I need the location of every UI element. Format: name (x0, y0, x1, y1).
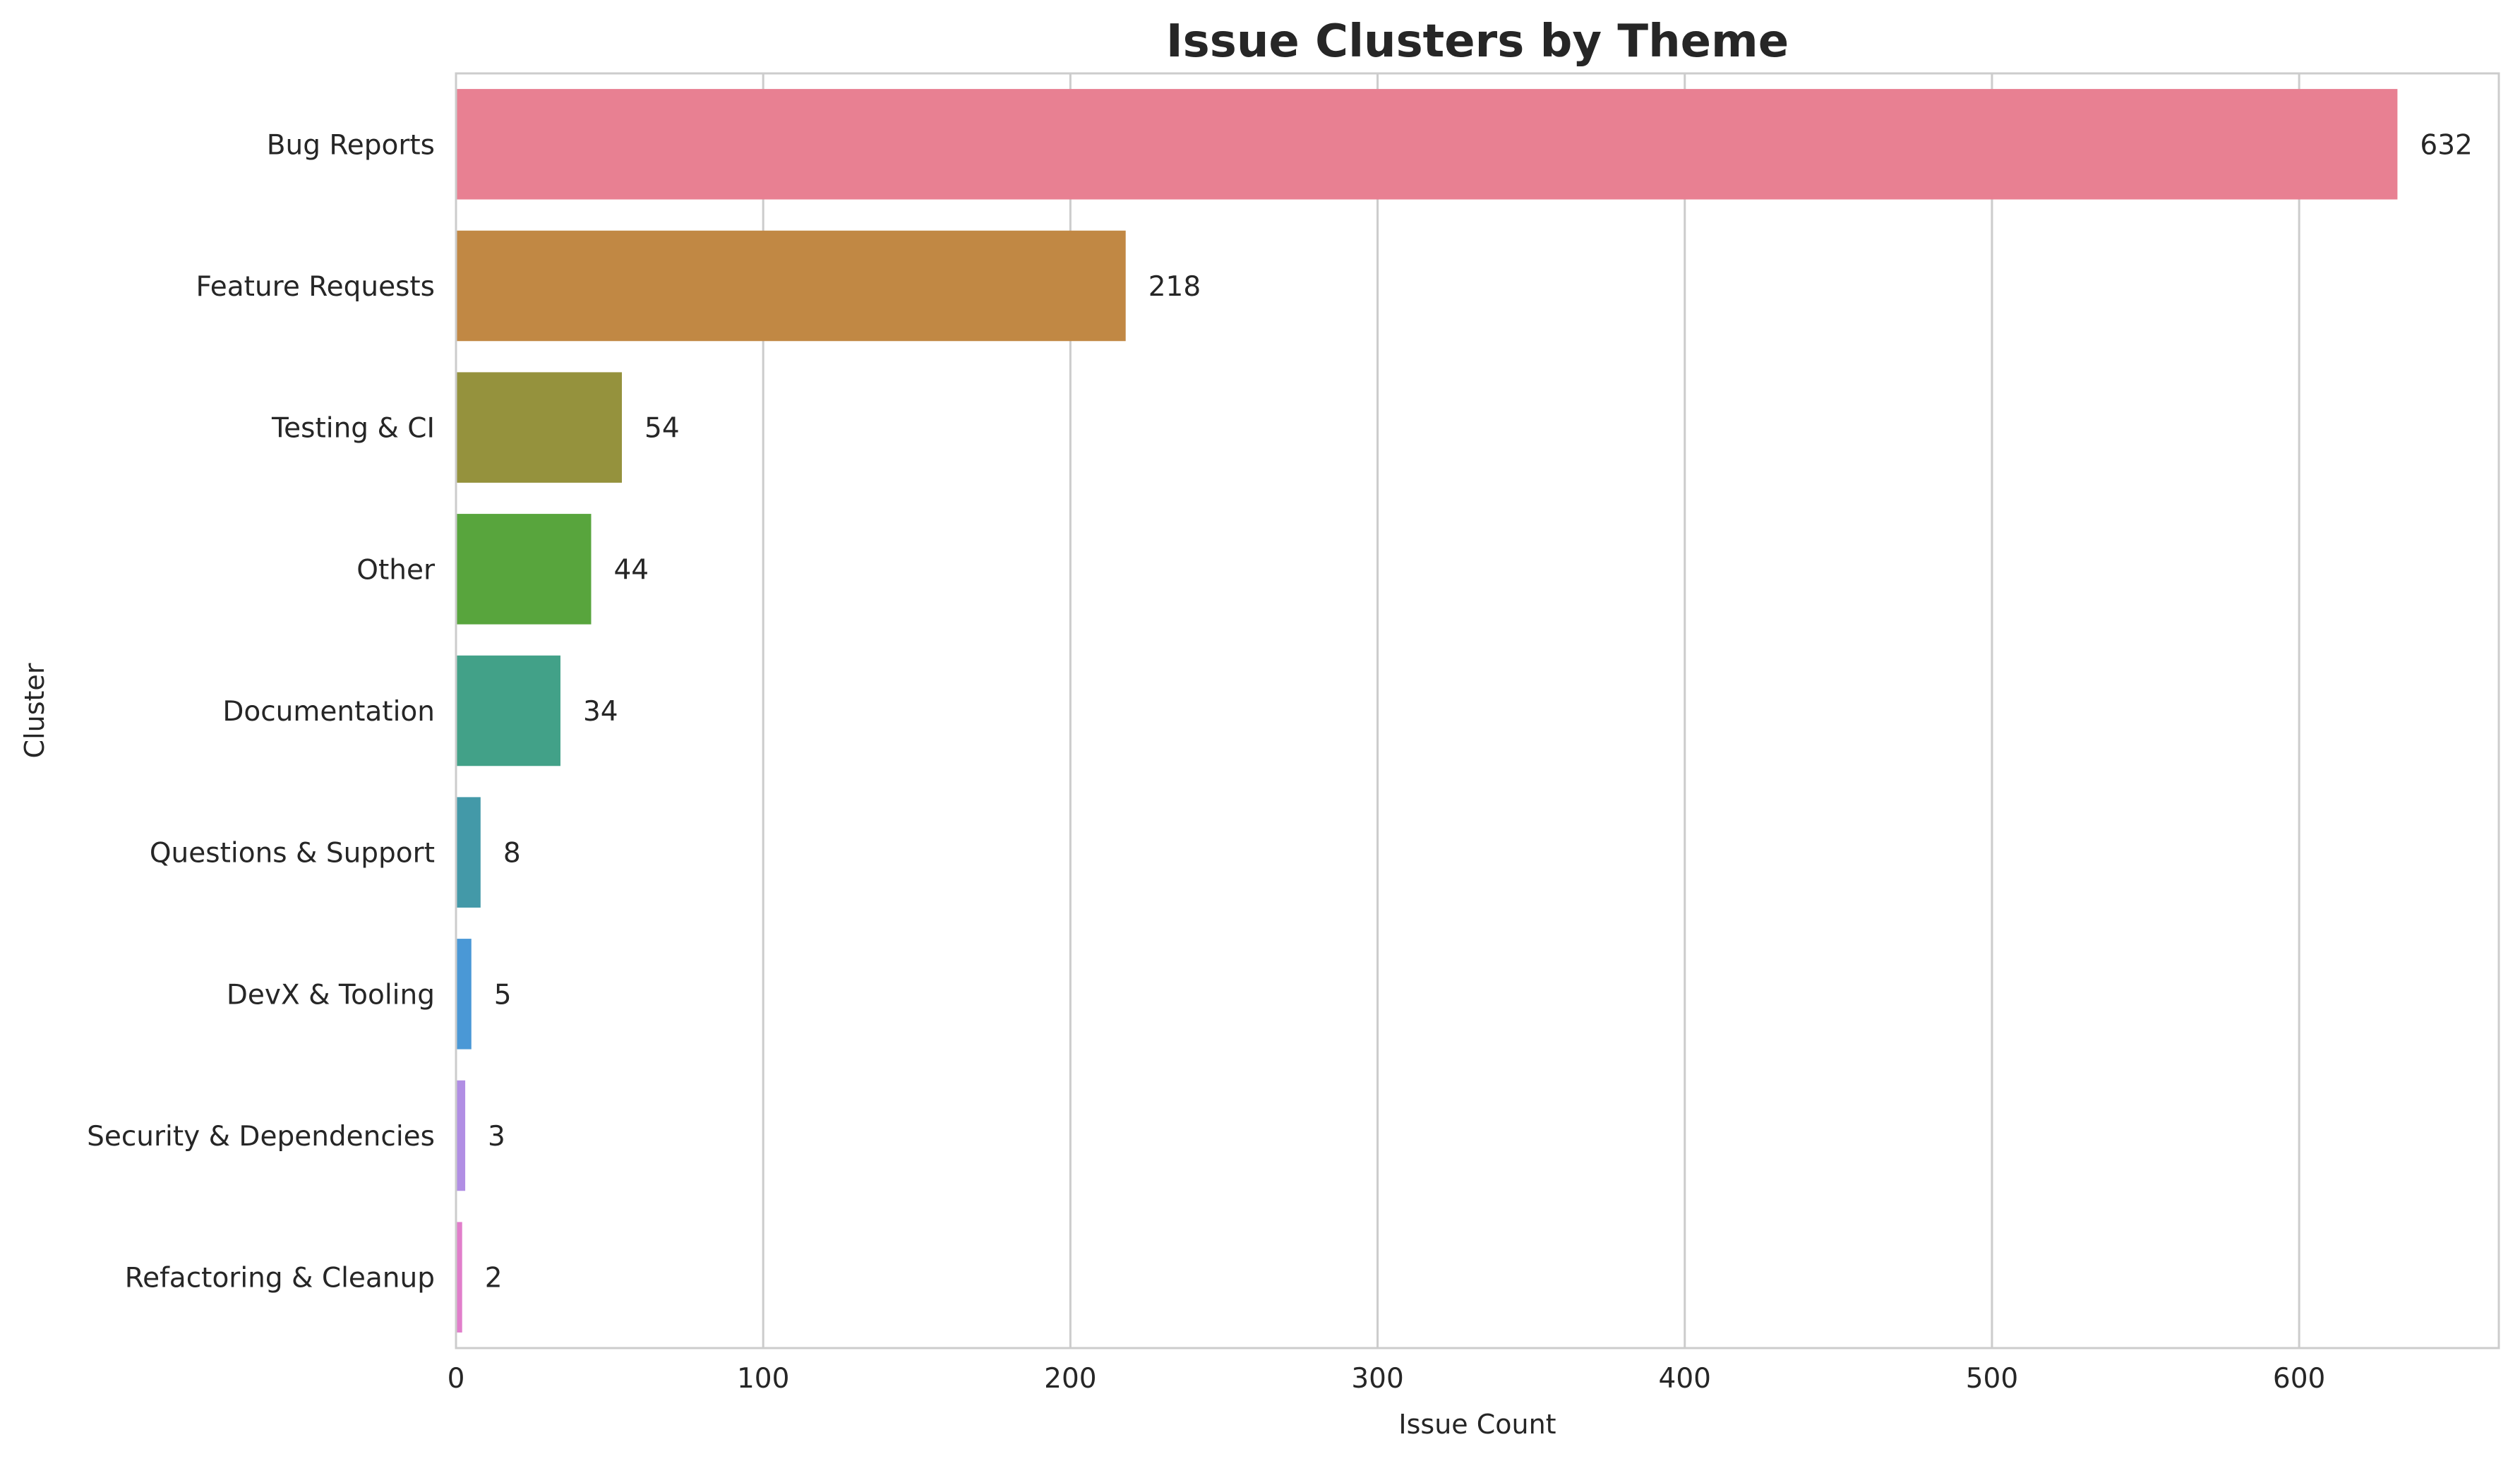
y-tick-label: Testing & CI (271, 413, 435, 445)
data-label: 34 (583, 696, 618, 728)
data-label: 54 (644, 413, 680, 445)
data-label: 2 (485, 1263, 503, 1294)
y-tick-label: Other (356, 554, 436, 586)
x-axis-label: Issue Count (1398, 1409, 1556, 1440)
data-label: 8 (503, 838, 521, 870)
bar (456, 1222, 462, 1333)
bar (456, 939, 472, 1050)
x-tick-label: 300 (1351, 1363, 1403, 1395)
y-tick-label: Questions & Support (150, 838, 435, 870)
bar (456, 89, 2398, 200)
y-axis-label: Cluster (19, 663, 50, 758)
y-tick-label: Security & Dependencies (87, 1121, 435, 1153)
y-tick-labels: Bug Reports Feature Requests Testing & CI O… (87, 129, 436, 1294)
bar (456, 372, 623, 483)
data-label: 632 (2420, 129, 2472, 161)
y-tick-label: Refactoring & Cleanup (125, 1263, 435, 1294)
data-label: 44 (613, 554, 649, 586)
y-tick-label: Feature Requests (196, 271, 435, 303)
bar (456, 230, 1126, 342)
y-tick-label: Documentation (222, 696, 435, 728)
data-label: 5 (494, 979, 512, 1011)
x-tick-label: 0 (448, 1363, 465, 1395)
y-tick-label: DevX & Tooling (227, 979, 435, 1011)
bar-layer (456, 89, 2398, 1333)
bar (456, 797, 481, 908)
data-label: 218 (1148, 271, 1201, 303)
bar (456, 655, 560, 766)
x-tick-label: 200 (1044, 1363, 1096, 1395)
data-labels: 632 218 54 44 34 8 5 3 2 (485, 129, 2473, 1294)
chart-title: Issue Clusters by Theme (1166, 16, 1789, 68)
x-tick-label: 100 (737, 1363, 789, 1395)
x-tick-labels: 0 100 200 300 400 500 600 (448, 1363, 2326, 1395)
plot-frame (455, 72, 2500, 1349)
bar (456, 1080, 466, 1191)
data-label: 3 (488, 1121, 505, 1153)
y-tick-label: Bug Reports (267, 129, 435, 161)
x-tick-label: 600 (2273, 1363, 2325, 1395)
x-tick-label: 500 (1966, 1363, 2018, 1395)
x-tick-label: 400 (1659, 1363, 1711, 1395)
bar (456, 514, 592, 625)
